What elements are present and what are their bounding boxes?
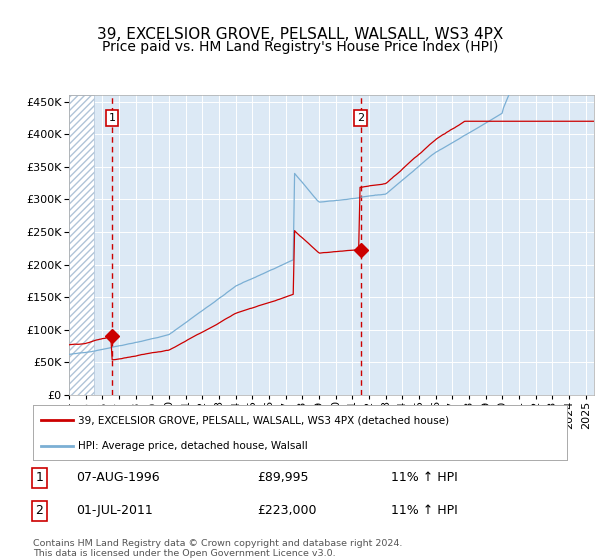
- Text: Contains HM Land Registry data © Crown copyright and database right 2024.
This d: Contains HM Land Registry data © Crown c…: [33, 539, 403, 558]
- Text: 1: 1: [35, 471, 43, 484]
- Text: 39, EXCELSIOR GROVE, PELSALL, WALSALL, WS3 4PX: 39, EXCELSIOR GROVE, PELSALL, WALSALL, W…: [97, 27, 503, 42]
- Text: 01-JUL-2011: 01-JUL-2011: [76, 504, 152, 517]
- Text: 11% ↑ HPI: 11% ↑ HPI: [391, 504, 458, 517]
- Text: 39, EXCELSIOR GROVE, PELSALL, WALSALL, WS3 4PX (detached house): 39, EXCELSIOR GROVE, PELSALL, WALSALL, W…: [79, 416, 449, 425]
- Text: 2: 2: [35, 504, 43, 517]
- Text: 2: 2: [357, 113, 364, 123]
- Text: £223,000: £223,000: [257, 504, 317, 517]
- Text: HPI: Average price, detached house, Walsall: HPI: Average price, detached house, Wals…: [79, 441, 308, 450]
- Text: £89,995: £89,995: [257, 471, 309, 484]
- Text: 07-AUG-1996: 07-AUG-1996: [76, 471, 160, 484]
- Text: 11% ↑ HPI: 11% ↑ HPI: [391, 471, 458, 484]
- Text: Price paid vs. HM Land Registry's House Price Index (HPI): Price paid vs. HM Land Registry's House …: [102, 40, 498, 54]
- Text: 1: 1: [109, 113, 115, 123]
